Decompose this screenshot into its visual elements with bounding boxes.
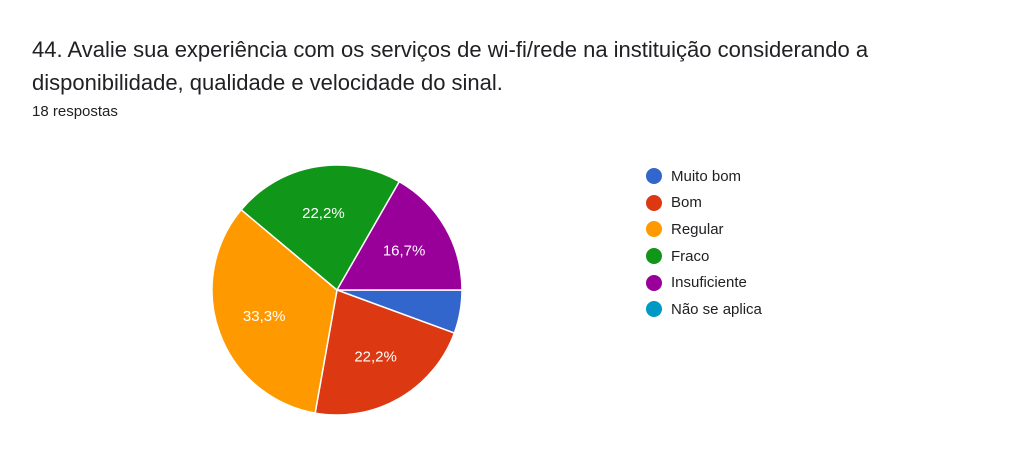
pie-slice-fraco[interactable]: [240, 164, 401, 292]
legend-swatch: [646, 194, 662, 211]
slice-label-regular: 33,3%: [243, 308, 286, 325]
legend-swatch: [646, 168, 662, 185]
pie-slice-regular[interactable]: [211, 208, 338, 414]
legend-swatch: [646, 248, 662, 265]
legend-label: Muito bom: [671, 167, 742, 185]
legend-label: Não se aplica: [671, 300, 762, 318]
chart-legend: Muito bom Bom Regular Fraco Insuficiente Não …: [646, 163, 762, 323]
slice-label-insuficiente: 16,7%: [383, 243, 426, 260]
legend-label: Regular: [671, 220, 724, 238]
legend-item-regular[interactable]: Regular: [646, 216, 762, 243]
legend-item-insuficiente[interactable]: Insuficiente: [646, 269, 762, 296]
question-title: 44. Avalie sua experiência com os serviç…: [32, 37, 869, 95]
legend-swatch: [646, 221, 662, 238]
legend-item-fraco[interactable]: Fraco: [646, 243, 762, 270]
response-count: 18 respostas: [32, 103, 118, 120]
pie-slice-insuficiente[interactable]: [335, 180, 463, 291]
legend-item-nao-se-aplica[interactable]: Não se aplica: [646, 296, 762, 323]
legend-label: Fraco: [671, 247, 710, 265]
legend-swatch: [646, 301, 662, 318]
legend-item-bom[interactable]: Bom: [646, 190, 762, 217]
pie-slice-bom[interactable]: [314, 288, 456, 416]
slice-label-fraco: 22,2%: [302, 205, 345, 222]
legend-item-muito-bom[interactable]: Muito bom: [646, 163, 762, 190]
legend-swatch: [646, 274, 662, 291]
legend-label: Insuficiente: [671, 274, 747, 292]
legend-label: Bom: [671, 194, 702, 212]
slice-label-bom: 22,2%: [354, 349, 397, 366]
